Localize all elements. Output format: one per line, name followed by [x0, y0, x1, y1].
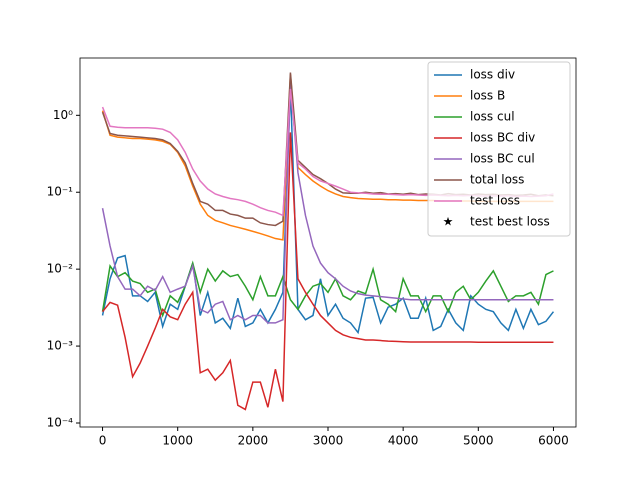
legend-label: loss cul — [470, 110, 515, 124]
x-tick-label: 5000 — [463, 434, 494, 448]
y-tick-label: 10⁻⁴ — [47, 415, 74, 429]
legend-label: loss B — [470, 89, 505, 103]
legend-label: loss BC div — [470, 131, 535, 145]
legend-label: test best loss — [470, 215, 550, 229]
x-tick-label: 3000 — [313, 434, 344, 448]
legend-label: total loss — [470, 173, 524, 187]
legend-marker: ★ — [443, 215, 454, 229]
legend-label: loss div — [470, 68, 515, 82]
x-tick-label: 1000 — [162, 434, 193, 448]
series-line — [101, 86, 555, 335]
legend-label: loss BC cul — [470, 152, 535, 166]
x-tick-label: 6000 — [538, 434, 569, 448]
series-line — [101, 260, 554, 318]
legend-box — [427, 61, 571, 237]
y-tick-label: 10⁻³ — [47, 339, 74, 353]
x-tick-label: 0 — [99, 434, 107, 448]
axes-frame — [79, 57, 577, 428]
series-line — [101, 132, 554, 411]
x-tick-label: 2000 — [238, 434, 269, 448]
y-tick-label: 10⁰ — [53, 108, 73, 122]
y-tick-label: 10⁻¹ — [47, 185, 74, 199]
series-line — [101, 80, 554, 324]
legend-label: test loss — [470, 194, 520, 208]
y-tick-label: 10⁻² — [47, 262, 74, 276]
x-tick-label: 4000 — [388, 434, 419, 448]
